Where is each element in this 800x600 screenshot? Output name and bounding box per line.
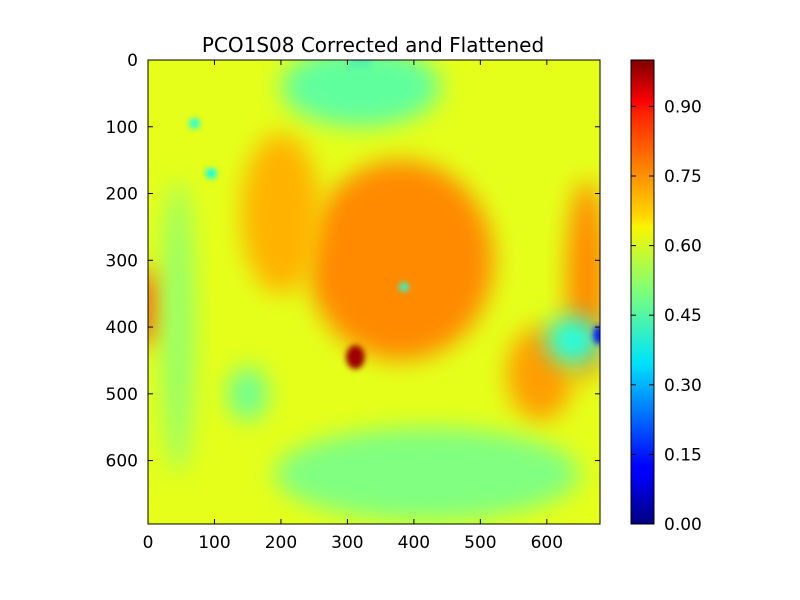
x-tick-label: 500 (464, 533, 496, 553)
colorbar-tick-label: 0.15 (664, 445, 702, 465)
colorbar-tick-label: 0.60 (664, 237, 702, 257)
plot-frame (147, 59, 601, 525)
chart-title: PCO1S08 Corrected and Flattened (202, 33, 544, 57)
colorbar-ticks: 0.00 0.15 0.30 0.45 0.60 0.75 0.90 (631, 97, 702, 535)
colorbar-tick-label: 0.00 (664, 515, 702, 535)
y-tick-label: 100 (106, 118, 138, 138)
colorbar: 0.00 0.15 0.30 0.45 0.60 0.75 0.90 (630, 59, 702, 535)
heatmap-region-left-green-blob (227, 367, 268, 421)
colorbar-tick-label: 0.30 (664, 376, 702, 396)
x-tick-label: 200 (265, 533, 297, 553)
x-tick-label: 600 (531, 533, 563, 553)
y-tick-label: 200 (106, 185, 138, 205)
heatmap-region-cyan-dot-topleft (189, 118, 200, 129)
heatmap-region-left-green-strip (161, 180, 195, 474)
y-tick-label: 400 (106, 318, 138, 338)
x-tick-label: 0 (143, 533, 154, 553)
colorbar-tick-label: 0.90 (664, 97, 702, 117)
x-axis: 0 100 200 300 400 500 600 (143, 60, 563, 553)
heatmap-features (148, 60, 600, 521)
x-tick-label: 400 (398, 533, 430, 553)
x-tick-label: 300 (331, 533, 363, 553)
colorbar-tick-label: 0.75 (664, 167, 702, 187)
heatmap-region-small-cyan-dot (399, 282, 409, 292)
y-tick-label: 600 (106, 452, 138, 472)
heatmap-region-hot-spot (346, 345, 365, 370)
heatmap-region-cyan-dot-left (205, 168, 217, 179)
heatmap-region-central-plateau (307, 160, 494, 361)
heatmap-region-deep-blue-right (593, 325, 600, 345)
heatmap-region-cool-right-pocket (546, 317, 600, 364)
heatmap-plot-area (147, 59, 601, 525)
heatmap-region-top-cyan-band (280, 60, 441, 127)
y-tick-label: 300 (106, 251, 138, 271)
colorbar-tick-label: 0.45 (664, 306, 702, 326)
y-tick-label: 500 (106, 385, 138, 405)
colorbar-gradient (630, 59, 655, 525)
heatmap-region-upper-left-warm (241, 133, 321, 294)
y-axis: 0 100 200 300 400 500 600 (106, 51, 600, 472)
x-tick-label: 100 (198, 533, 230, 553)
y-tick-label: 0 (127, 51, 138, 71)
heatmap-region-bottom-green-band (274, 427, 581, 521)
